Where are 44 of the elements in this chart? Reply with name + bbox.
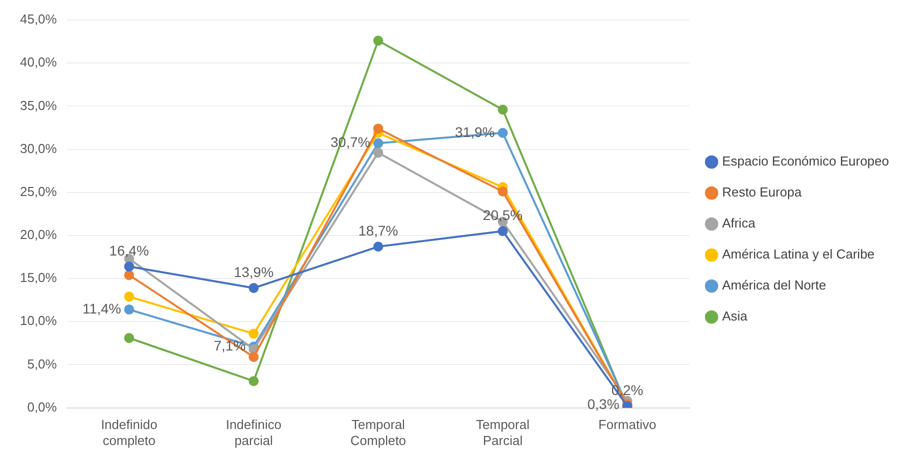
x-tick-label: Formativo (598, 417, 656, 432)
y-tick-label: 35,0% (20, 98, 58, 113)
y-tick-label: 45,0% (20, 12, 58, 27)
data-label: 0,3% (587, 396, 620, 412)
point (248, 283, 259, 294)
x-tick-label: Indefinico parcial (226, 417, 282, 448)
legend-label: Resto Europa (722, 184, 802, 200)
x-tick-label: Temporal Parcial (476, 417, 530, 448)
point (373, 138, 384, 148)
legend-label: Espacio Económico Europeo (722, 154, 890, 169)
y-tick-label: 20,0% (20, 227, 58, 242)
x-tick-label: Temporal Completo (350, 417, 406, 448)
data-label: 18,7% (358, 222, 398, 239)
legend-label: Africa (722, 216, 756, 231)
point (124, 261, 134, 272)
point (124, 270, 134, 280)
point (124, 332, 134, 343)
y-tick-label: 10,0% (20, 313, 58, 328)
data-label: 13,9% (234, 264, 274, 280)
y-tick-label: 15,0% (20, 270, 58, 286)
data-label: 11,4% (82, 300, 122, 316)
y-tick-label: 0,0% (27, 399, 58, 414)
legend-label: Asia (722, 308, 748, 324)
legend-label: América del Norte (722, 278, 826, 293)
point (248, 376, 259, 386)
point (248, 352, 259, 362)
point (373, 124, 384, 134)
point (498, 128, 508, 138)
point (124, 292, 134, 302)
point (248, 328, 259, 339)
x-tick-label: Indefinido completo (100, 417, 158, 448)
data-label: 16,4% (109, 242, 149, 258)
point (373, 36, 384, 46)
point (124, 304, 134, 315)
point (498, 226, 508, 236)
legend-label: América Latina y el Caribe (722, 246, 875, 262)
y-tick-label: 25,0% (20, 184, 58, 199)
point (498, 186, 508, 196)
point (373, 148, 384, 158)
point (373, 242, 384, 252)
point (498, 104, 508, 115)
y-tick-label: 40,0% (20, 54, 58, 70)
y-tick-label: 30,0% (20, 140, 58, 156)
y-tick-label: 5,0% (27, 356, 58, 372)
